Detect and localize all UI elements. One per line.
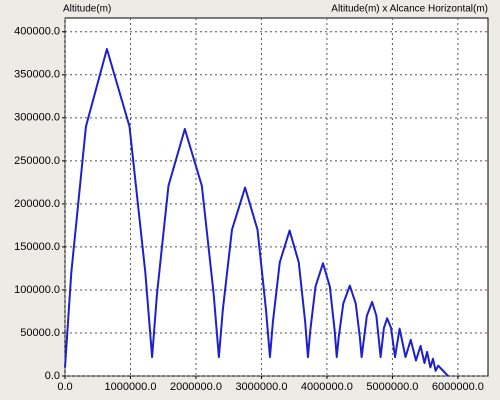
y-tick-label: 400000.0 (14, 26, 60, 38)
x-tick-label: 5000000.0 (366, 381, 418, 393)
y-tick-label: 100000.0 (14, 284, 60, 296)
y-tick-label: 150000.0 (14, 241, 60, 253)
y-tick-label: 300000.0 (14, 112, 60, 124)
plot-area (64, 17, 489, 377)
x-tick-label: 2000000.0 (170, 381, 222, 393)
y-tick-label: 50000.0 (20, 327, 60, 339)
x-tick-label: 6000000.0 (432, 381, 484, 393)
chart-title: Altitude(m) x Alcance Horizontal(m) (331, 4, 488, 15)
x-tick-label: 1000000.0 (104, 381, 156, 393)
y-tick-label: 200000.0 (14, 198, 60, 210)
line-series (64, 47, 449, 377)
y-tick-label: 0.0 (45, 370, 60, 382)
y-tick-label: 250000.0 (14, 155, 60, 167)
x-tick-label: 3000000.0 (235, 381, 287, 393)
y-axis-label: Altitude(m) (63, 4, 111, 15)
y-tick-label: 350000.0 (14, 69, 60, 81)
x-tick-label: 4000000.0 (301, 381, 353, 393)
x-tick-label: 0.0 (57, 381, 72, 393)
